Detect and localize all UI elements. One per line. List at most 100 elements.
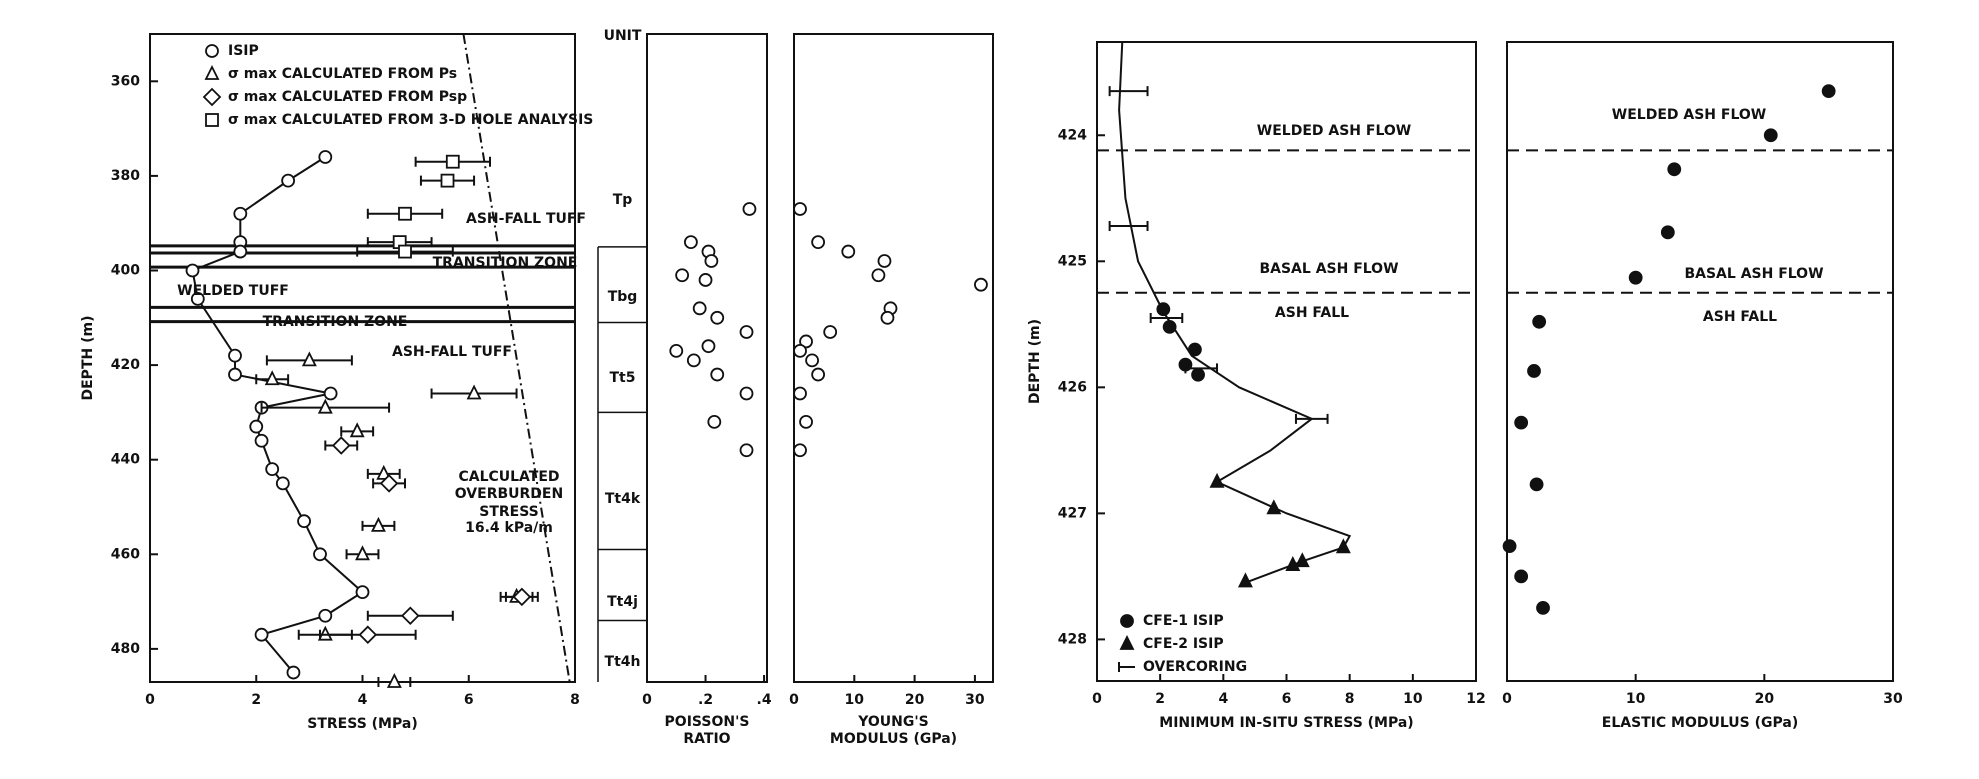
x-tick-label: 4 — [358, 692, 368, 708]
point — [233, 244, 248, 259]
annotation: ASH FALL — [1703, 309, 1777, 325]
plot-frame — [646, 33, 768, 683]
y-tick-label: 420 — [111, 357, 140, 373]
point — [249, 419, 264, 434]
point — [323, 386, 338, 401]
point — [707, 414, 722, 429]
point — [281, 173, 296, 188]
x-axis-label: RATIO — [683, 731, 730, 747]
y-tick-label: 440 — [111, 452, 140, 468]
point — [1667, 162, 1682, 177]
point — [355, 545, 370, 561]
error-bar — [1108, 221, 1149, 232]
point — [799, 414, 813, 429]
point — [318, 150, 333, 164]
point — [286, 665, 301, 680]
point — [254, 627, 269, 642]
point — [675, 268, 690, 283]
x-axis-label: YOUNG'S — [857, 714, 929, 730]
point — [254, 433, 269, 448]
x-tick-label: 8 — [570, 692, 580, 708]
point — [349, 422, 365, 438]
point — [710, 310, 725, 325]
plot-frame — [793, 33, 994, 683]
annotation: BASAL ASH FLOW — [1259, 261, 1398, 277]
point — [445, 154, 460, 169]
annotation: WELDED ASH FLOW — [1612, 107, 1766, 123]
x-axis-label: ELASTIC MODULUS (GPa) — [1602, 715, 1799, 731]
error-bar — [1294, 413, 1329, 424]
point — [742, 202, 757, 216]
point — [318, 608, 333, 623]
y-tick-label: 427 — [1058, 505, 1087, 521]
legend-symbol — [1118, 662, 1135, 672]
legend-label: σ max CALCULATED FROM 3-D HOLE ANALYSIS — [228, 112, 593, 128]
legend-symbol — [1120, 614, 1134, 628]
unit-label: Tbg — [608, 289, 638, 305]
point — [1266, 499, 1282, 515]
point — [1209, 472, 1225, 488]
annotation: TRANSITION ZONE — [263, 314, 408, 330]
point — [301, 351, 317, 367]
x-axis-label: MINIMUM IN-SITU STRESS (MPa) — [1159, 715, 1413, 731]
point — [264, 370, 280, 386]
point — [379, 474, 399, 493]
unit-label: Tt5 — [610, 370, 636, 386]
y-tick-label: 400 — [111, 262, 140, 278]
point — [228, 367, 242, 382]
point — [871, 268, 886, 283]
x-axis-label: MODULUS (GPa) — [830, 731, 957, 747]
y-tick-label: 360 — [111, 73, 140, 89]
point — [811, 235, 826, 250]
point — [386, 672, 402, 688]
point — [805, 353, 819, 368]
point — [1527, 364, 1541, 378]
point — [466, 384, 482, 400]
error-bar — [1108, 86, 1149, 97]
unit-label: Tt4k — [605, 491, 641, 507]
point — [877, 254, 892, 268]
point — [1660, 225, 1675, 240]
point — [370, 516, 386, 532]
x-tick-label: 2 — [1155, 691, 1165, 707]
point — [228, 348, 242, 363]
annotation: CALCULATED — [458, 469, 559, 485]
x-tick-label: 10 — [845, 692, 865, 708]
x-tick-label: 0 — [642, 692, 652, 708]
legend-label: ISIP — [228, 43, 259, 59]
point — [401, 606, 420, 626]
point — [1529, 477, 1544, 492]
x-tick-label: 30 — [965, 692, 985, 708]
legend-label: σ max CALCULATED FROM Ps — [228, 66, 457, 82]
point — [793, 443, 807, 458]
point — [190, 291, 205, 306]
point — [331, 436, 351, 455]
legend-label: σ max CALCULATED FROM Psp — [228, 89, 467, 105]
point — [841, 244, 856, 259]
error-bar — [1149, 313, 1184, 324]
x-tick-label: 0 — [789, 692, 799, 708]
x-tick-label: 30 — [1883, 691, 1903, 707]
point — [1821, 84, 1836, 99]
point — [684, 235, 698, 250]
annotation: ASH FALL — [1275, 305, 1349, 321]
point — [698, 273, 713, 287]
x-tick-label: 20 — [1755, 691, 1775, 707]
x-tick-label: .4 — [757, 692, 772, 708]
point — [701, 339, 716, 354]
point — [1156, 302, 1171, 317]
error-bar — [1184, 363, 1219, 374]
point — [317, 398, 333, 414]
x-tick-label: 0 — [145, 692, 155, 708]
point — [710, 367, 725, 382]
x-tick-label: 0 — [1092, 691, 1102, 707]
x-tick-label: .2 — [698, 692, 713, 708]
x-tick-label: 10 — [1626, 691, 1646, 707]
annotation: BASAL ASH FLOW — [1684, 266, 1823, 282]
unit-label: Tt4j — [607, 594, 638, 610]
x-tick-label: 8 — [1345, 691, 1355, 707]
series-line — [191, 156, 365, 674]
point — [1237, 572, 1253, 588]
point — [398, 244, 412, 259]
